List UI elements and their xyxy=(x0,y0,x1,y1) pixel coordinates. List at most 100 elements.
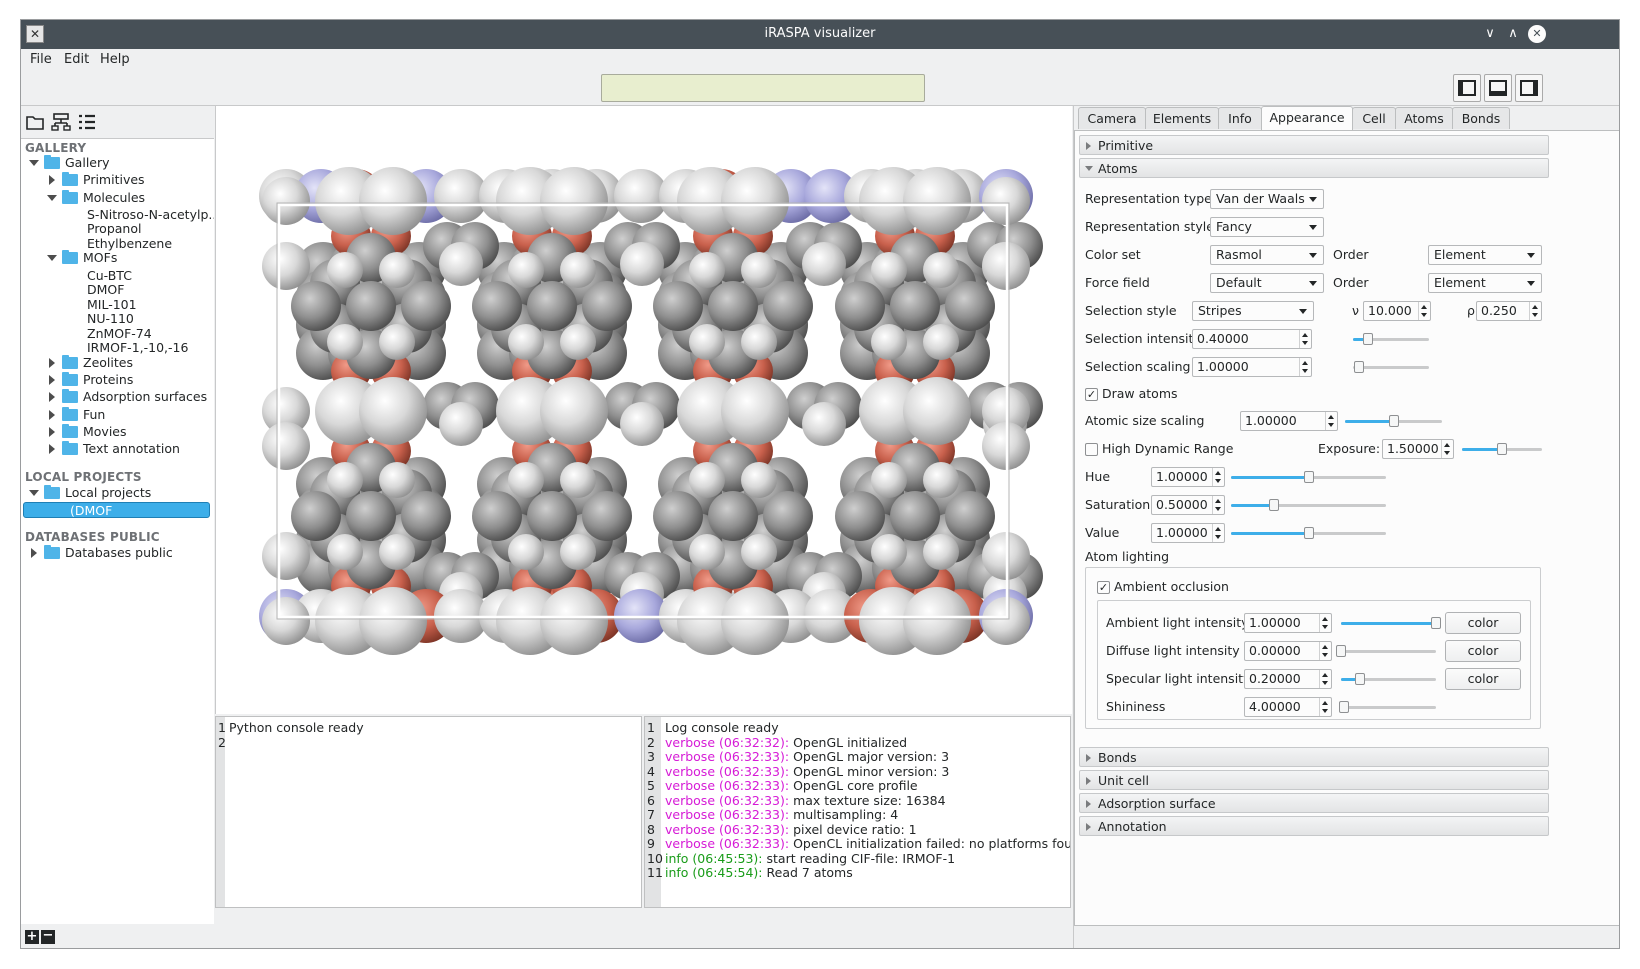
shininess-spinbox[interactable]: 4.00000 xyxy=(1244,697,1332,717)
ambient-color-button[interactable]: color xyxy=(1445,612,1521,634)
exposure-label: Exposure: xyxy=(1318,441,1381,456)
shininess-slider[interactable] xyxy=(1338,701,1436,713)
diffuse-light-slider[interactable] xyxy=(1336,645,1436,657)
minimize-button[interactable]: ∨ xyxy=(1485,26,1495,41)
molecule-render xyxy=(259,167,1043,655)
value-slider[interactable] xyxy=(1231,527,1386,539)
tab-info[interactable]: Info xyxy=(1218,107,1262,129)
value-label: Value xyxy=(1085,525,1120,540)
log-line: 11 info (06:45:54): Read 7 atoms xyxy=(647,865,853,880)
bonds-section-header[interactable]: Bonds xyxy=(1079,747,1549,767)
hue-spinbox[interactable]: 1.00000 xyxy=(1151,467,1225,487)
tree-item-dmof[interactable]: (DMOF xyxy=(23,502,210,519)
tab-elements[interactable]: Elements xyxy=(1145,107,1219,129)
folder-icon xyxy=(62,441,78,456)
specular-light-spinbox[interactable]: 0.20000 xyxy=(1244,669,1332,689)
collapsed-arrow-icon[interactable] xyxy=(49,392,55,403)
ambient-light-slider[interactable] xyxy=(1341,617,1441,629)
atomic-size-scaling-slider[interactable] xyxy=(1345,415,1442,427)
add-project-button[interactable]: + xyxy=(25,929,39,944)
hdr-checkbox[interactable] xyxy=(1085,443,1098,456)
collapsed-arrow-icon[interactable] xyxy=(49,426,55,437)
diffuse-light-spinbox[interactable]: 0.00000 xyxy=(1244,641,1332,661)
collapsed-arrow-icon[interactable] xyxy=(49,444,55,455)
close-button[interactable]: ✕ xyxy=(1528,25,1546,43)
selection-intensity-spinbox[interactable]: 0.40000 xyxy=(1192,329,1312,349)
progress-field xyxy=(601,74,925,102)
toggle-bottom-panel-button[interactable] xyxy=(1484,74,1512,102)
folder-icon xyxy=(44,545,60,559)
value-spinbox[interactable]: 1.00000 xyxy=(1151,523,1225,543)
diffuse-color-button[interactable]: color xyxy=(1445,640,1521,662)
draw-atoms-label: Draw atoms xyxy=(1102,386,1178,401)
expanded-arrow-icon[interactable] xyxy=(47,255,57,262)
tab-appearance[interactable]: Appearance xyxy=(1261,106,1353,130)
hue-slider[interactable] xyxy=(1231,471,1386,483)
window-title: iRASPA visualizer xyxy=(764,26,876,41)
color-order-combo[interactable]: Element xyxy=(1428,245,1542,265)
log-line: 1 Log console ready xyxy=(647,720,779,735)
collapsed-arrow-icon[interactable] xyxy=(49,175,55,186)
collapsed-arrow-icon[interactable] xyxy=(31,548,37,558)
selection-intensity-slider[interactable] xyxy=(1353,333,1429,345)
tab-bonds[interactable]: Bonds xyxy=(1452,107,1510,129)
nu-spinbox[interactable]: 10.000 xyxy=(1363,301,1431,321)
atom-lighting-group xyxy=(1085,567,1541,729)
collapsed-arrow-icon[interactable] xyxy=(49,375,55,385)
log-console[interactable]: 1 Log console ready 2 verbose (06:32:32): O… xyxy=(644,716,1071,908)
rho-spinbox[interactable]: 0.250 xyxy=(1476,301,1542,321)
nu-label: ν xyxy=(1352,303,1359,318)
tab-atoms[interactable]: Atoms xyxy=(1395,107,1453,129)
draw-atoms-checkbox[interactable]: ✓ xyxy=(1085,388,1098,401)
saturation-spinbox[interactable]: 0.50000 xyxy=(1151,495,1225,515)
rho-label: ρ xyxy=(1467,303,1475,318)
tree-item-label: MOFs xyxy=(83,250,118,266)
toggle-right-panel-button[interactable] xyxy=(1515,74,1543,102)
saturation-slider[interactable] xyxy=(1231,499,1386,511)
representation-type-combo[interactable]: Van der Waals xyxy=(1210,189,1324,209)
annotation-section-header[interactable]: Annotation xyxy=(1079,816,1549,836)
folder-icon xyxy=(62,354,78,369)
menu-edit[interactable]: Edit xyxy=(64,52,90,67)
menu-help[interactable]: Help xyxy=(100,52,130,67)
expanded-arrow-icon[interactable] xyxy=(29,160,39,166)
python-console[interactable]: 1 Python console ready 2 xyxy=(215,716,642,908)
tree-item-label: NU-110 xyxy=(87,311,134,327)
exposure-slider[interactable] xyxy=(1462,443,1542,455)
adsorption-surface-section-header[interactable]: Adsorption surface xyxy=(1079,793,1549,813)
unit-cell-section-header[interactable]: Unit cell xyxy=(1079,770,1549,790)
collapsed-arrow-icon[interactable] xyxy=(49,357,55,368)
maximize-button[interactable]: ∧ xyxy=(1508,26,1518,41)
selection-scaling-spinbox[interactable]: 1.00000 xyxy=(1192,357,1312,377)
representation-style-combo[interactable]: Fancy xyxy=(1210,217,1324,237)
ambient-light-spinbox[interactable]: 1.00000 xyxy=(1244,613,1332,633)
diffuse-light-label: Diffuse light intensity xyxy=(1106,643,1240,658)
exposure-spinbox[interactable]: 1.50000 xyxy=(1382,439,1454,459)
list-view-icon[interactable] xyxy=(77,112,97,132)
force-field-combo[interactable]: Default xyxy=(1210,273,1324,293)
tab-camera[interactable]: Camera xyxy=(1078,107,1146,129)
log-line: 6 verbose (06:32:33): max texture size: 1… xyxy=(647,792,946,808)
atoms-section-header[interactable]: Atoms xyxy=(1079,158,1549,178)
render-viewport[interactable] xyxy=(215,106,1072,714)
specular-color-button[interactable]: color xyxy=(1445,668,1521,690)
primitive-section-header[interactable]: Primitive xyxy=(1079,135,1549,155)
selection-style-combo[interactable]: Stripes xyxy=(1192,301,1314,321)
selection-scaling-slider[interactable] xyxy=(1353,361,1429,373)
toggle-left-panel-button[interactable] xyxy=(1453,74,1481,102)
ambient-occlusion-checkbox[interactable]: ✓ xyxy=(1097,581,1110,594)
menu-file[interactable]: File xyxy=(30,52,52,67)
force-field-order-combo[interactable]: Element xyxy=(1428,273,1542,293)
collapsed-arrow-icon[interactable] xyxy=(49,409,55,420)
selection-intensity-label: Selection intensity xyxy=(1085,331,1201,346)
atomic-size-scaling-spinbox[interactable]: 1.00000 xyxy=(1240,411,1338,431)
remove-project-button[interactable]: − xyxy=(41,928,55,944)
appearance-pane: Primitive Atoms Representation type Van … xyxy=(1074,130,1619,926)
expanded-arrow-icon[interactable] xyxy=(47,194,57,201)
folder-view-icon[interactable] xyxy=(25,112,45,132)
color-set-combo[interactable]: Rasmol xyxy=(1210,245,1324,265)
expanded-arrow-icon[interactable] xyxy=(29,490,39,496)
tab-cell[interactable]: Cell xyxy=(1352,107,1396,129)
specular-light-slider[interactable] xyxy=(1341,673,1436,685)
hierarchy-view-icon[interactable] xyxy=(51,112,71,132)
